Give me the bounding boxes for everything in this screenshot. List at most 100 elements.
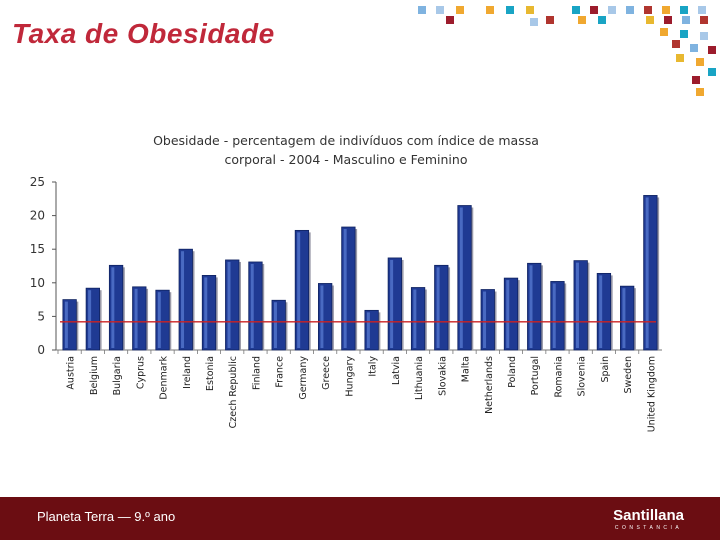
category-label: Lithuania <box>414 356 425 400</box>
publisher-logo: Santillana CONSTANCIA <box>613 508 684 531</box>
decorative-mosaic <box>418 6 716 96</box>
bar-highlight <box>134 288 138 348</box>
category-label: Austria <box>66 356 77 390</box>
mosaic-tile <box>696 88 704 96</box>
mosaic-tile <box>672 40 680 48</box>
bar-highlight <box>366 312 370 348</box>
category-label: Czech Republic <box>228 356 239 428</box>
mosaic-tile <box>506 6 514 14</box>
logo-subtext: CONSTANCIA <box>614 525 683 531</box>
category-label: Finland <box>251 356 262 390</box>
category-label: Estonia <box>205 356 216 391</box>
mosaic-tile <box>692 76 700 84</box>
category-label: Hungary <box>344 356 355 397</box>
mosaic-tile <box>680 30 688 38</box>
y-tick-label: 15 <box>30 242 45 256</box>
bar-highlight <box>413 289 417 348</box>
mosaic-tile <box>486 6 494 14</box>
bar-highlight <box>575 262 579 348</box>
mosaic-tile <box>626 6 634 14</box>
y-tick-label: 25 <box>30 175 45 189</box>
mosaic-tile <box>436 6 444 14</box>
bar-highlight <box>273 302 277 348</box>
category-label: Poland <box>507 356 518 388</box>
category-label: Ireland <box>182 356 193 389</box>
category-label: Spain <box>600 356 611 383</box>
bar-highlight <box>157 292 161 348</box>
category-label: Belgium <box>89 356 100 395</box>
mosaic-tile <box>664 16 672 24</box>
slide-title: Taxa de Obesidade <box>12 18 275 49</box>
category-label: Malta <box>461 356 472 382</box>
bar-highlight <box>320 285 324 348</box>
category-label: Italy <box>368 356 379 377</box>
category-label: Germany <box>298 356 309 400</box>
bar-highlight <box>436 267 440 348</box>
mosaic-tile <box>696 58 704 66</box>
chart-title-line: Obesidade - percentagem de indivíduos co… <box>153 133 539 148</box>
category-label: Greece <box>321 356 332 390</box>
bar-highlight <box>111 267 115 348</box>
bar-highlight <box>622 288 626 348</box>
category-label: Sweden <box>623 356 634 394</box>
mosaic-tile <box>446 16 454 24</box>
category-label: United Kingdom <box>646 356 657 432</box>
category-label: Bulgaria <box>112 356 123 395</box>
bar-highlight <box>552 283 556 348</box>
bar-highlight <box>204 277 208 348</box>
mosaic-tile <box>662 6 670 14</box>
bar-highlight <box>227 261 231 348</box>
y-tick-label: 10 <box>30 276 45 290</box>
mosaic-tile <box>708 46 716 54</box>
mosaic-tile <box>700 32 708 40</box>
y-tick-label: 0 <box>37 343 45 357</box>
footer-bar: Planeta Terra — 9.º ano Santillana CONST… <box>0 497 720 540</box>
mosaic-tile <box>590 6 598 14</box>
mosaic-tile <box>546 16 554 24</box>
mosaic-tile <box>578 16 586 24</box>
chart-title-line: corporal - 2004 - Masculino e Feminino <box>225 152 468 167</box>
bar-highlight <box>88 290 92 348</box>
mosaic-tile <box>572 6 580 14</box>
bar-highlight <box>459 207 463 348</box>
category-label: Netherlands <box>484 356 495 414</box>
bar-highlight <box>390 259 394 348</box>
category-label: Latvia <box>391 356 402 385</box>
mosaic-tile <box>418 6 426 14</box>
bar-highlight <box>529 265 533 348</box>
bar-highlight <box>483 291 487 348</box>
y-tick-label: 5 <box>37 309 45 323</box>
category-label: Denmark <box>159 356 170 400</box>
category-label: Portugal <box>530 356 541 395</box>
category-label: Cyprus <box>135 356 146 389</box>
bar-highlight <box>297 232 301 348</box>
mosaic-tile <box>682 16 690 24</box>
category-label: Slovakia <box>437 356 448 396</box>
mosaic-tile <box>690 44 698 52</box>
logo-name: Santillana <box>613 507 684 524</box>
mosaic-tile <box>608 6 616 14</box>
mosaic-tile <box>680 6 688 14</box>
bar-highlight <box>64 301 68 348</box>
mosaic-tile <box>526 6 534 14</box>
mosaic-tile <box>646 16 654 24</box>
category-label: France <box>275 356 286 388</box>
category-label: Slovenia <box>577 356 588 396</box>
mosaic-tile <box>644 6 652 14</box>
bar-highlight <box>250 263 254 348</box>
bar-highlight <box>506 280 510 348</box>
bar-highlight <box>645 197 649 348</box>
category-label: Romania <box>553 356 564 398</box>
mosaic-tile <box>708 68 716 76</box>
mosaic-tile <box>676 54 684 62</box>
mosaic-tile <box>456 6 464 14</box>
bar-highlight <box>599 275 603 348</box>
y-tick-label: 20 <box>30 209 45 223</box>
mosaic-tile <box>530 18 538 26</box>
footer-text: Planeta Terra — 9.º ano <box>37 509 176 524</box>
mosaic-tile <box>598 16 606 24</box>
bar-highlight <box>343 229 347 348</box>
mosaic-tile <box>700 16 708 24</box>
bar-highlight <box>181 251 185 348</box>
mosaic-tile <box>660 28 668 36</box>
